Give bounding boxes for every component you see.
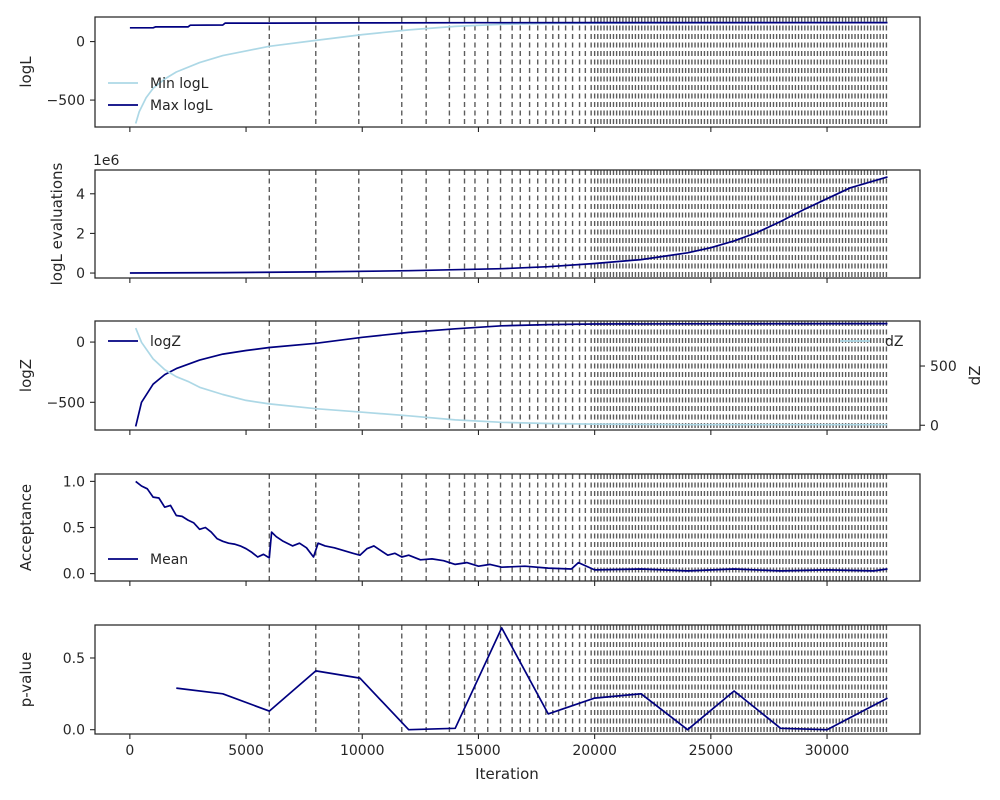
panel-frame bbox=[94, 16, 921, 128]
panel-2: 0 2 4 logL evaluations 1e6 bbox=[48, 153, 921, 285]
y-axis-label: logL bbox=[17, 56, 35, 88]
y-tick-label: 0 bbox=[76, 335, 85, 351]
panel-1: 0 −500 logL Min logL Max logL bbox=[17, 16, 921, 132]
series-line-max-logl bbox=[129, 21, 888, 29]
y-tick-label: 0 bbox=[76, 35, 85, 51]
y-tick-label: −500 bbox=[47, 395, 85, 411]
series-line-dz bbox=[134, 327, 888, 426]
x-tick-label: 30000 bbox=[805, 743, 850, 759]
x-tick-label: 15000 bbox=[456, 743, 501, 759]
iteration-markers bbox=[268, 625, 888, 734]
iteration-markers bbox=[268, 17, 888, 127]
panel-frame bbox=[94, 624, 921, 735]
panel-frame bbox=[94, 473, 921, 582]
series-group bbox=[176, 627, 888, 731]
series-line-2 bbox=[129, 176, 888, 274]
legend-label: Max logL bbox=[150, 98, 213, 114]
y-axis-label: logL evaluations bbox=[48, 162, 66, 285]
x-tick-label: 10000 bbox=[340, 743, 385, 759]
x-tick-label: 5000 bbox=[228, 743, 264, 759]
iteration-markers bbox=[268, 170, 888, 278]
y-axis-label-right: dZ bbox=[966, 366, 984, 386]
y-tick-label: 1.0 bbox=[63, 474, 85, 490]
panel-frame bbox=[94, 169, 921, 279]
x-tick-label: 20000 bbox=[572, 743, 617, 759]
series-line-5 bbox=[176, 627, 888, 731]
legend-label: logZ bbox=[150, 334, 181, 350]
y-tick-label: 0.5 bbox=[63, 521, 85, 537]
series-group bbox=[129, 21, 888, 124]
y-tick-label: 0.5 bbox=[63, 651, 85, 667]
y-tick-label: 4 bbox=[76, 187, 85, 203]
panel-5: 0.0 0.5 0 5000 10000 15000 20000 25000 30000 p-va… bbox=[17, 624, 921, 759]
x-tick-label: 25000 bbox=[689, 743, 734, 759]
series-line-logz bbox=[134, 322, 888, 427]
y-tick-label-right: 500 bbox=[930, 359, 957, 375]
y-axis-label: Acceptance bbox=[17, 484, 35, 571]
y-tick-label: −500 bbox=[47, 93, 85, 109]
y-tick-label: 0.0 bbox=[63, 567, 85, 583]
x-tick-label: 0 bbox=[125, 743, 134, 759]
legend-label: Mean bbox=[150, 552, 188, 568]
y-offset-label: 1e6 bbox=[93, 153, 120, 169]
panel-frame bbox=[94, 320, 921, 431]
iteration-markers bbox=[268, 474, 888, 581]
series-group bbox=[129, 176, 888, 274]
y-tick-label: 0.0 bbox=[63, 723, 85, 739]
series-line-mean bbox=[135, 480, 888, 572]
y-axis-label: logZ bbox=[17, 359, 35, 392]
y-axis-label: p-value bbox=[17, 652, 35, 708]
y-tick-label: 2 bbox=[76, 226, 85, 242]
y-tick-label-right: 0 bbox=[930, 418, 939, 434]
legend-label: dZ bbox=[885, 334, 903, 350]
panel-4: 0.0 0.5 1.0 Acceptance Mean bbox=[17, 473, 921, 586]
iteration-markers bbox=[268, 321, 888, 430]
series-group bbox=[135, 480, 888, 572]
panel-3: 0 −500 0 500 dZ logZ logZ dZ bbox=[17, 320, 984, 435]
series-group bbox=[134, 322, 888, 427]
x-axis-label: Iteration bbox=[475, 765, 539, 783]
legend-label: Min logL bbox=[150, 76, 209, 92]
y-tick-label: 0 bbox=[76, 266, 85, 282]
